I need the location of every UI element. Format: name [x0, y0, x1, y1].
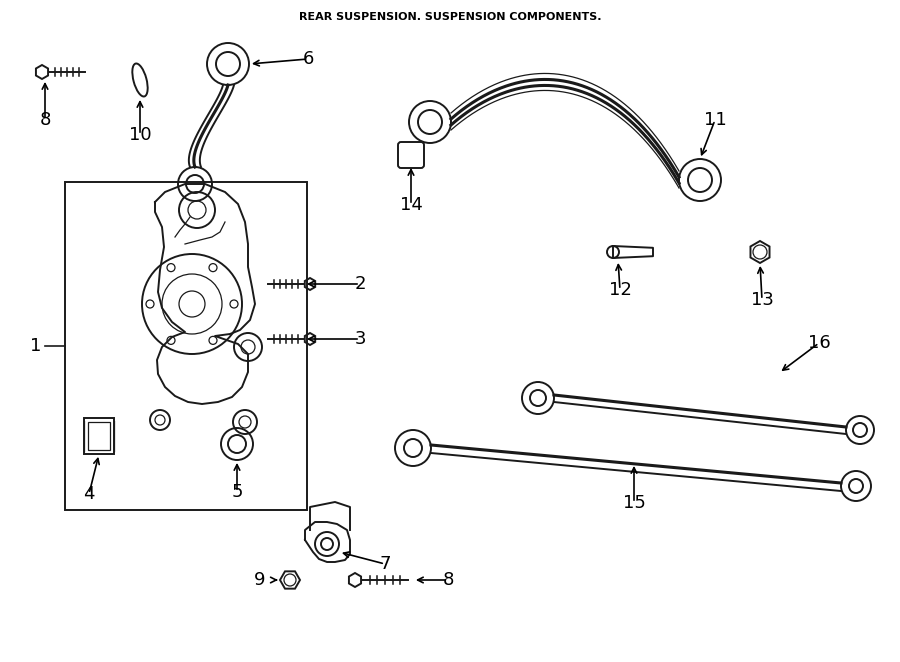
Polygon shape: [305, 522, 350, 562]
Text: 6: 6: [302, 50, 314, 68]
Text: 8: 8: [442, 571, 454, 589]
Text: 4: 4: [84, 485, 94, 503]
Text: 9: 9: [254, 571, 265, 589]
Text: 7: 7: [379, 555, 391, 573]
Polygon shape: [155, 184, 255, 404]
FancyBboxPatch shape: [398, 142, 424, 168]
Text: 8: 8: [40, 111, 50, 129]
Text: 12: 12: [608, 281, 632, 299]
Text: 14: 14: [400, 196, 422, 214]
Bar: [65, 182, 307, 510]
Text: 15: 15: [623, 494, 645, 512]
Polygon shape: [310, 502, 350, 530]
Text: 10: 10: [129, 126, 151, 144]
Text: 13: 13: [751, 291, 773, 309]
Bar: [88, 422, 110, 450]
Text: 16: 16: [807, 334, 831, 352]
Text: 2: 2: [355, 275, 365, 293]
Polygon shape: [613, 246, 653, 258]
Text: 3: 3: [355, 330, 365, 348]
FancyBboxPatch shape: [84, 418, 114, 454]
Text: 1: 1: [30, 337, 41, 355]
Text: REAR SUSPENSION. SUSPENSION COMPONENTS.: REAR SUSPENSION. SUSPENSION COMPONENTS.: [299, 12, 601, 22]
Text: 11: 11: [704, 111, 726, 129]
Text: 5: 5: [231, 483, 243, 501]
